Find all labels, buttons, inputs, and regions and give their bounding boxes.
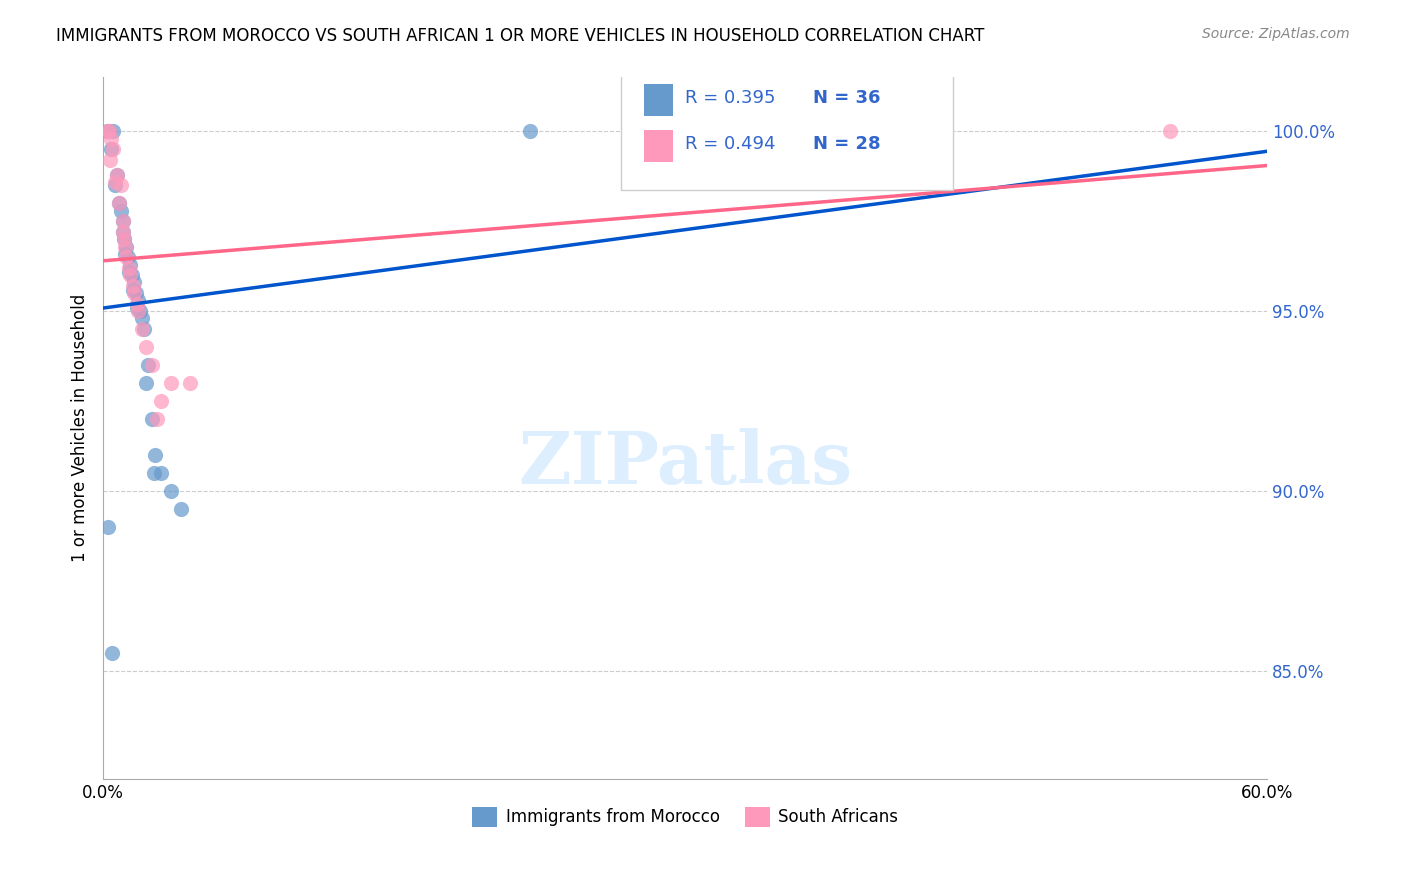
Point <box>114 246 136 260</box>
Point <box>111 214 134 228</box>
Point <box>97 124 120 138</box>
Point <box>132 322 155 336</box>
Point <box>146 412 169 426</box>
Point <box>100 131 122 145</box>
Point <box>107 196 129 211</box>
Point <box>122 286 145 301</box>
Point <box>135 340 157 354</box>
Point <box>120 268 142 283</box>
FancyBboxPatch shape <box>644 85 673 116</box>
Point <box>114 232 136 246</box>
Point <box>1159 124 1181 138</box>
Point <box>112 225 135 239</box>
Y-axis label: 1 or more Vehicles in Household: 1 or more Vehicles in Household <box>72 294 89 562</box>
Point <box>519 124 541 138</box>
Point <box>107 196 129 211</box>
Point <box>110 178 132 193</box>
Point <box>179 376 201 391</box>
Point <box>118 265 141 279</box>
Point <box>101 142 124 156</box>
FancyBboxPatch shape <box>621 56 953 190</box>
Point <box>170 502 193 516</box>
Point <box>111 214 134 228</box>
Point <box>114 232 136 246</box>
Text: ZIPatlas: ZIPatlas <box>517 428 852 499</box>
Point <box>97 124 120 138</box>
Point <box>97 520 120 534</box>
Point <box>131 311 153 326</box>
FancyBboxPatch shape <box>644 130 673 161</box>
Text: IMMIGRANTS FROM MOROCCO VS SOUTH AFRICAN 1 OR MORE VEHICLES IN HOUSEHOLD CORRELA: IMMIGRANTS FROM MOROCCO VS SOUTH AFRICAN… <box>56 27 984 45</box>
Point <box>115 250 138 264</box>
Text: R = 0.395: R = 0.395 <box>685 89 776 107</box>
Point <box>127 293 149 308</box>
Point <box>129 304 152 318</box>
Text: N = 36: N = 36 <box>813 89 880 107</box>
Point <box>97 124 120 138</box>
Point <box>125 301 148 315</box>
Point <box>125 297 148 311</box>
Point <box>122 279 145 293</box>
Point <box>98 153 121 168</box>
Point <box>112 225 135 239</box>
Point <box>141 412 163 426</box>
Point <box>120 258 142 272</box>
Point <box>105 168 128 182</box>
Text: R = 0.494: R = 0.494 <box>685 135 776 153</box>
Point <box>105 168 128 182</box>
Point <box>104 175 127 189</box>
Point <box>150 394 173 409</box>
Point <box>150 466 173 480</box>
Point <box>117 250 139 264</box>
Point <box>104 178 127 193</box>
Point <box>100 142 122 156</box>
Point <box>142 466 165 480</box>
Point <box>110 203 132 218</box>
Point <box>131 322 153 336</box>
Point <box>101 646 124 660</box>
Text: Source: ZipAtlas.com: Source: ZipAtlas.com <box>1202 27 1350 41</box>
Point <box>122 283 145 297</box>
Point <box>122 276 145 290</box>
Point <box>160 484 183 499</box>
Point <box>115 239 138 253</box>
Point <box>141 358 163 372</box>
Point <box>118 261 141 276</box>
Text: N = 28: N = 28 <box>813 135 880 153</box>
Point <box>127 304 149 318</box>
Point <box>101 124 124 138</box>
Point <box>136 358 159 372</box>
Point <box>114 239 136 253</box>
Point <box>96 124 118 138</box>
Point <box>125 286 148 301</box>
Point <box>145 448 167 462</box>
Point <box>135 376 157 391</box>
Legend: Immigrants from Morocco, South Africans: Immigrants from Morocco, South Africans <box>465 800 904 834</box>
Point <box>121 268 143 283</box>
Point <box>160 376 183 391</box>
